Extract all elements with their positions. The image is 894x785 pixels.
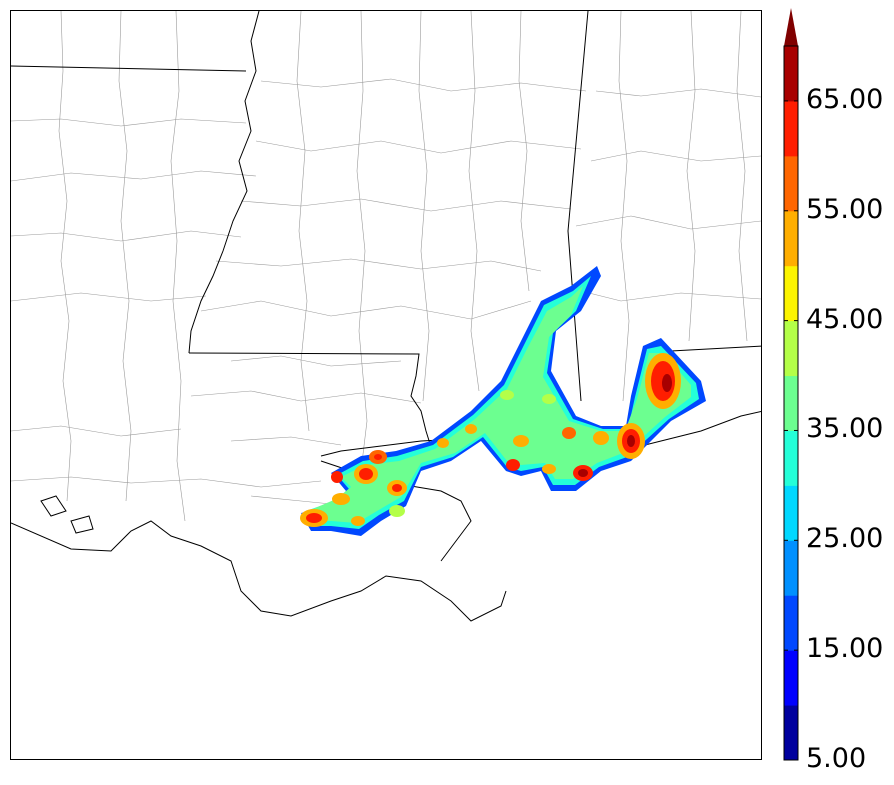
colorbar-segment <box>784 650 798 706</box>
colorbar-segment <box>784 705 798 761</box>
colorbar-segment <box>784 155 798 212</box>
colorbar-tick-label: 55.00 <box>806 193 884 225</box>
map-panel <box>10 10 762 760</box>
precip-field <box>300 266 706 536</box>
state-line-al-fl <box>670 345 761 352</box>
county-boundaries <box>11 11 761 522</box>
colorbar-ticks <box>784 100 798 761</box>
map-canvas <box>11 11 761 622</box>
state-line-ms-al <box>567 11 589 402</box>
colorbar-segment <box>784 265 798 322</box>
state-line-north <box>11 65 247 72</box>
colorbar-tick-label: 65.00 <box>806 83 884 115</box>
colorbar-segment <box>784 485 798 541</box>
colorbar-segment <box>784 430 798 486</box>
colorbar-segment <box>784 540 798 596</box>
colorbar-tick-label: 35.00 <box>806 413 884 445</box>
colorbar-segment <box>784 320 798 377</box>
mississippi-river <box>188 11 260 354</box>
colorbar <box>783 8 799 761</box>
colorbar-outline <box>783 45 799 761</box>
colorbar-extend-arrow <box>784 8 798 46</box>
colorbar-tick-label: 15.00 <box>806 633 884 665</box>
state-line-la-ms <box>188 352 437 464</box>
colorbar-segment <box>784 210 798 267</box>
state-boundaries <box>11 11 761 622</box>
colorbar-segment <box>784 100 798 157</box>
colorbar-tick-label: 5.00 <box>806 743 867 774</box>
colorbar-segment <box>784 375 798 431</box>
colorbar-tick-label: 25.00 <box>806 523 884 555</box>
colorbar-segment <box>784 595 798 651</box>
colorbar-tick-label: 45.00 <box>806 303 884 335</box>
colorbar-segments <box>784 46 798 761</box>
colorbar-segment <box>784 46 798 102</box>
island-1 <box>40 495 67 517</box>
island-2 <box>70 515 94 534</box>
coastline <box>11 520 507 622</box>
